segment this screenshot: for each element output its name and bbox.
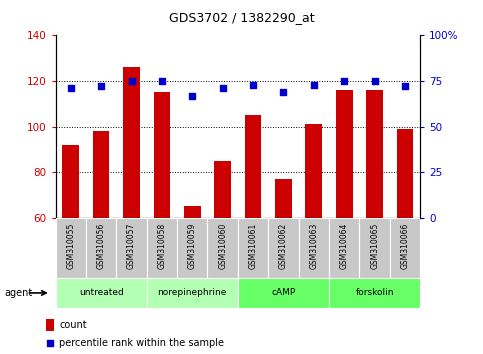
Text: forskolin: forskolin: [355, 289, 394, 297]
Bar: [245, 115, 261, 218]
Bar: [123, 67, 140, 218]
Bar: [336, 90, 353, 218]
Bar: [275, 179, 292, 218]
Point: [67, 85, 74, 91]
Bar: [147, 278, 238, 308]
Bar: [268, 218, 298, 278]
Bar: [397, 129, 413, 218]
Point: [219, 85, 227, 91]
Text: GSM310057: GSM310057: [127, 223, 136, 269]
Text: GSM310059: GSM310059: [188, 223, 197, 269]
Bar: [56, 278, 147, 308]
Point: [128, 78, 135, 84]
Point: [401, 84, 409, 89]
Point: [188, 93, 196, 98]
Text: cAMP: cAMP: [271, 289, 296, 297]
Text: GSM310055: GSM310055: [66, 223, 75, 269]
Point: [272, 259, 280, 265]
Bar: [147, 218, 177, 278]
Bar: [329, 278, 420, 308]
Bar: [238, 278, 329, 308]
Bar: [154, 92, 170, 218]
Text: GDS3702 / 1382290_at: GDS3702 / 1382290_at: [169, 11, 314, 24]
Text: count: count: [59, 320, 87, 330]
Point: [371, 78, 379, 84]
Bar: [56, 218, 86, 278]
Bar: [298, 218, 329, 278]
Point: [341, 78, 348, 84]
Text: GSM310064: GSM310064: [340, 223, 349, 269]
Bar: [359, 218, 390, 278]
Text: GSM310056: GSM310056: [97, 223, 106, 269]
Bar: [329, 218, 359, 278]
Text: GSM310066: GSM310066: [400, 223, 410, 269]
Text: agent: agent: [5, 288, 33, 298]
Point: [97, 84, 105, 89]
Bar: [305, 124, 322, 218]
Point: [280, 89, 287, 95]
Text: norepinephrine: norepinephrine: [157, 289, 227, 297]
Text: GSM310063: GSM310063: [309, 223, 318, 269]
Bar: [208, 218, 238, 278]
Bar: [116, 218, 147, 278]
Point: [310, 82, 318, 87]
Text: GSM310058: GSM310058: [157, 223, 167, 269]
Text: untreated: untreated: [79, 289, 124, 297]
Text: GSM310060: GSM310060: [218, 223, 227, 269]
Text: GSM310065: GSM310065: [370, 223, 379, 269]
Text: GSM310061: GSM310061: [249, 223, 257, 269]
Bar: [93, 131, 110, 218]
Bar: [86, 218, 116, 278]
Bar: [390, 218, 420, 278]
Text: GSM310062: GSM310062: [279, 223, 288, 269]
Bar: [366, 90, 383, 218]
Bar: [177, 218, 208, 278]
Bar: [184, 206, 200, 218]
Point: [249, 82, 257, 87]
Point: [158, 78, 166, 84]
Bar: [46, 319, 54, 331]
Bar: [238, 218, 268, 278]
Bar: [214, 161, 231, 218]
Bar: [62, 145, 79, 218]
Text: percentile rank within the sample: percentile rank within the sample: [59, 338, 224, 348]
